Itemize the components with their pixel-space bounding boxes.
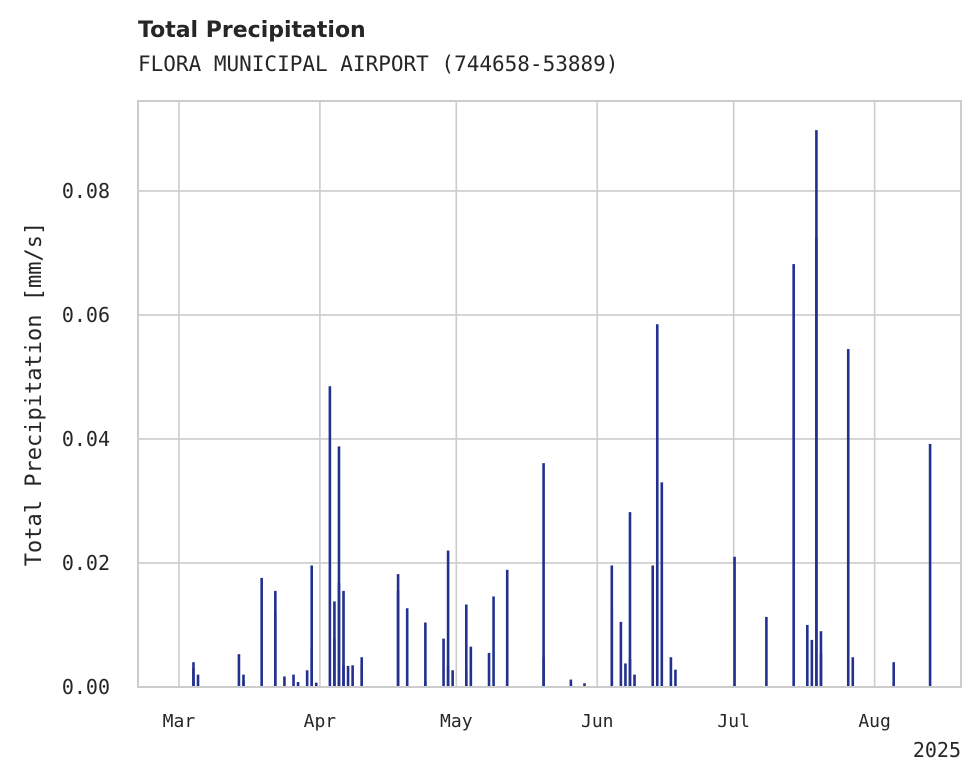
precip-bar <box>296 682 300 687</box>
precip-bar <box>242 680 245 687</box>
precip-bar <box>928 443 932 687</box>
precip-bar <box>305 670 309 687</box>
precip-bar <box>846 349 850 687</box>
y-tick-label: 0.06 <box>62 303 110 327</box>
precip-bar <box>628 659 632 687</box>
precip-bar <box>674 669 677 687</box>
precip-bar <box>660 482 664 687</box>
precip-bar <box>333 601 336 687</box>
precip-bar <box>505 569 509 687</box>
x-offset-label: 2025 <box>913 738 961 762</box>
x-tick-label: Apr <box>304 711 337 732</box>
precip-bar <box>851 657 855 687</box>
chart-title: Total Precipitation <box>138 18 366 43</box>
precip-bar <box>424 682 427 687</box>
precip-bar <box>733 556 736 687</box>
precip-bar <box>292 674 295 687</box>
precip-bar <box>610 608 614 687</box>
precip-bar <box>446 550 450 687</box>
precip-bar <box>337 446 341 687</box>
precip-bar <box>651 565 655 687</box>
precip-bar <box>405 608 409 687</box>
x-tick-label: Mar <box>163 711 196 732</box>
precip-bar <box>342 665 345 687</box>
x-tick-label: May <box>440 711 473 732</box>
precip-bar <box>765 616 768 687</box>
precip-bar <box>464 604 468 687</box>
precip-bar <box>487 652 491 687</box>
precip-bar <box>237 654 241 687</box>
y-axis-label: Total Precipitation [mm/s] <box>22 222 47 566</box>
precip-bar <box>310 648 313 687</box>
y-tick-label: 0.02 <box>62 551 110 575</box>
precip-bar <box>196 674 200 687</box>
precip-bar <box>469 646 473 687</box>
precip-bar <box>819 652 823 687</box>
precip-bar <box>192 668 195 687</box>
precip-bar <box>310 565 313 687</box>
precip-bar <box>446 665 450 687</box>
precip-bar <box>360 665 364 687</box>
precip-bar <box>337 582 341 687</box>
precip-bar <box>396 590 400 687</box>
precip-bar <box>442 638 445 687</box>
y-tick-label: 0.08 <box>62 179 110 203</box>
precip-bar <box>669 657 673 687</box>
x-tick-label: Jul <box>717 711 750 732</box>
x-tick-label: Jun <box>581 711 614 732</box>
precip-bar <box>492 596 495 687</box>
precip-bar <box>806 624 809 687</box>
precip-bar <box>619 621 623 687</box>
plot-frame <box>137 100 962 688</box>
precip-bar <box>583 683 586 687</box>
precip-bar <box>628 512 632 687</box>
precip-bar <box>792 264 795 687</box>
precip-bar <box>283 676 286 687</box>
precip-bar <box>810 639 814 687</box>
precip-bar <box>624 663 627 687</box>
precip-bar <box>328 386 332 687</box>
x-tick-label: Aug <box>858 711 891 732</box>
precip-bar <box>892 662 896 687</box>
y-tick-label: 0.00 <box>62 675 110 699</box>
precip-bar <box>542 463 545 687</box>
precip-bar <box>274 610 277 687</box>
precip-bar <box>505 681 509 687</box>
precip-bar <box>655 324 659 687</box>
precip-bar <box>351 665 354 687</box>
precip-bar <box>342 590 345 687</box>
y-tick-label: 0.04 <box>62 427 110 451</box>
precip-bar <box>633 674 636 687</box>
chart-subtitle: FLORA MUNICIPAL AIRPORT (744658-53889) <box>138 52 619 76</box>
precip-bar <box>815 130 818 688</box>
precip-bar <box>569 679 573 687</box>
precip-bar <box>424 622 427 687</box>
precip-bar <box>260 577 263 687</box>
precip-bar <box>346 665 350 687</box>
precip-bar <box>314 682 318 687</box>
precip-bar <box>451 670 454 687</box>
precip-bar <box>542 657 545 687</box>
